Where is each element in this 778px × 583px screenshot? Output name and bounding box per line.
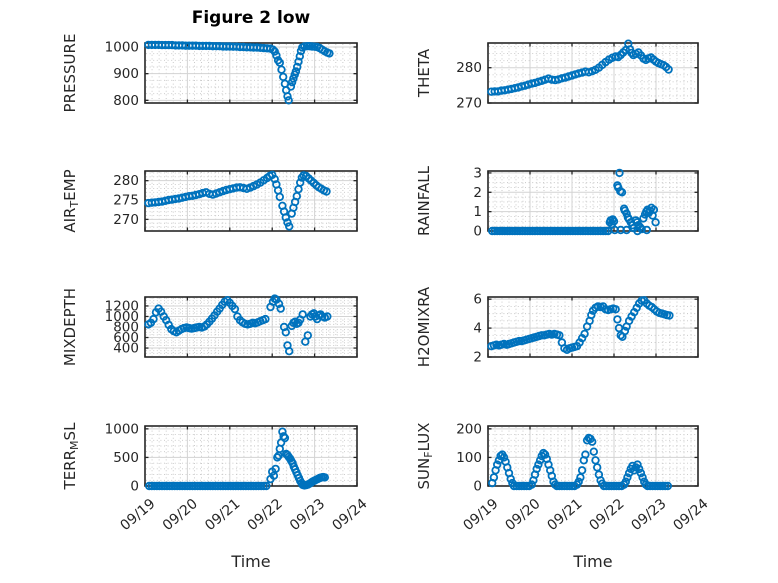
y-tick-label: 280	[456, 60, 482, 76]
x-tick-label: 09/24	[329, 496, 370, 534]
figure-title: Figure 2 low	[191, 8, 311, 28]
y-tick-label: 270	[113, 212, 139, 228]
tick-marks	[487, 43, 699, 104]
y-tick-label: 2	[473, 350, 482, 366]
y-tick-label: 0	[473, 479, 482, 495]
y-tick-label: 500	[113, 450, 139, 466]
minor-grid	[146, 427, 356, 485]
y-tick-label: 0	[130, 479, 139, 495]
data-series	[488, 433, 672, 491]
y-tick-label: 4	[473, 321, 482, 337]
x-tick-label: 09/19	[460, 496, 501, 534]
x-tick-label: 09/23	[628, 496, 669, 534]
y-axis-label: THETA	[415, 48, 433, 98]
subplot-rainfall: 0 1 2 3 RAINFALL	[415, 165, 699, 240]
y-axis-label: AIRTEMP	[61, 169, 81, 232]
y-tick-label: 800	[113, 93, 139, 109]
subplot-h2omixra: 2 4 6 H2OMIXRA	[415, 286, 699, 367]
y-tick-label: 1200	[105, 298, 139, 314]
y-tick-label: 900	[113, 66, 139, 82]
y-tick-label: 280	[113, 173, 139, 189]
x-tick-label: 09/22	[245, 496, 286, 534]
data-series	[488, 168, 660, 236]
x-axis-label-right: Time	[573, 552, 613, 571]
y-tick-label: 100	[456, 450, 482, 466]
x-tick-label: 09/23	[287, 496, 328, 534]
subplot-theta: 270 280 THETA	[415, 39, 699, 112]
y-tick-label: 3	[473, 165, 482, 181]
y-tick-label: 400	[113, 341, 139, 357]
y-tick-label: 270	[456, 96, 482, 112]
axes-box	[144, 42, 358, 104]
y-axis-label: TERRMSL	[61, 422, 81, 491]
data-series	[144, 40, 334, 105]
major-grid	[488, 171, 698, 231]
y-tick-label: 1000	[105, 40, 139, 56]
y-tick-label: 6	[473, 292, 482, 308]
data-series	[487, 39, 673, 96]
tick-marks	[487, 297, 699, 358]
axes-box	[487, 425, 699, 487]
axes-box	[487, 296, 699, 358]
y-tick-label: 275	[113, 193, 139, 209]
x-tick-label: 09/20	[160, 496, 201, 534]
x-tick-label: 09/20	[502, 496, 543, 534]
x-tick-label: 09/22	[586, 496, 627, 534]
y-tick-label: 600	[113, 330, 139, 346]
x-tick-label: 09/21	[202, 496, 243, 534]
x-tick-label: 09/24	[670, 496, 711, 534]
subplot-sun-flux: 0 100 200 SUNFLUX 09/19 09/20 09/21 09/22 09/23 0…	[415, 421, 712, 534]
y-tick-label: 2	[473, 185, 482, 201]
x-tick-label: 09/21	[544, 496, 585, 534]
subplot-pressure: 800 900 1000 PRESSURE	[61, 34, 358, 113]
y-tick-label: 1	[473, 204, 482, 220]
x-tick-label: 09/19	[117, 496, 158, 534]
x-axis-label-left: Time	[231, 552, 271, 571]
y-tick-label: 1000	[105, 309, 139, 325]
minor-grid	[146, 44, 356, 102]
y-axis-label: SUNFLUX	[415, 423, 435, 490]
minor-grid	[489, 427, 697, 485]
y-tick-label: 800	[113, 320, 139, 336]
data-series	[144, 170, 331, 231]
subplot-terr-msl: 0 500 1000 TERRMSL 09/19 09/20 09/21 09/22 09/23…	[61, 421, 371, 534]
y-axis-label: RAINFALL	[415, 165, 433, 236]
data-series	[144, 294, 332, 356]
y-tick-label: 0	[473, 224, 482, 240]
y-tick-label: 1000	[105, 421, 139, 437]
axes-box	[487, 42, 699, 104]
data-series	[144, 427, 329, 491]
y-axis-label: PRESSURE	[61, 34, 79, 113]
y-tick-label: 200	[456, 421, 482, 437]
data-series	[487, 296, 674, 354]
y-axis-label: MIXDEPTH	[61, 288, 79, 366]
y-axis-label: H2OMIXRA	[415, 286, 433, 367]
minor-grid	[489, 172, 697, 230]
subplot-air-temp: 270 275 280 AIRTEMP	[61, 169, 358, 233]
